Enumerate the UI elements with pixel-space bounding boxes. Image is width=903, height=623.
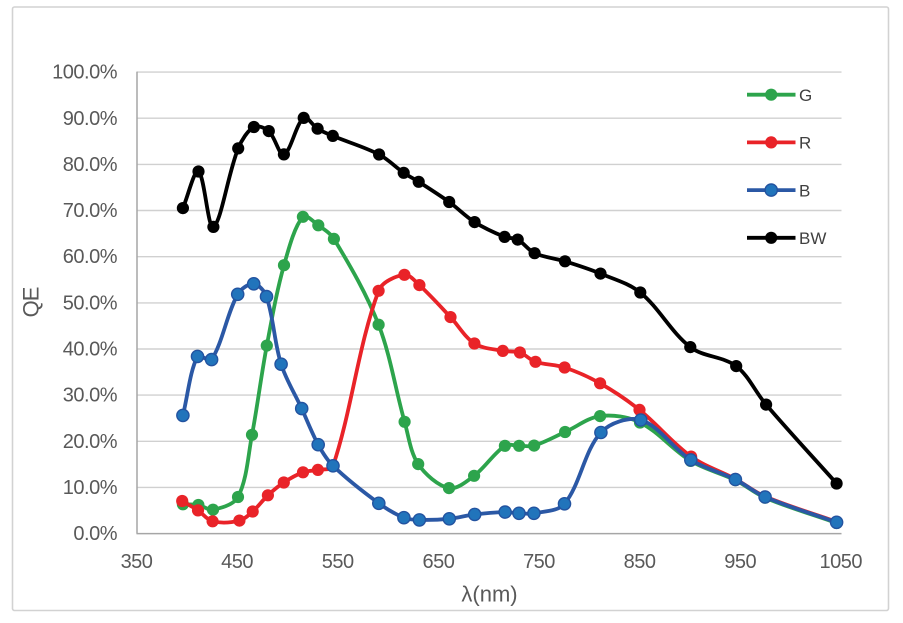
svg-text:QE: QE bbox=[19, 287, 44, 317]
svg-text:450: 450 bbox=[221, 551, 253, 573]
svg-text:950: 950 bbox=[724, 551, 756, 573]
svg-text:80.0%: 80.0% bbox=[63, 154, 118, 176]
svg-text:1050: 1050 bbox=[820, 551, 863, 573]
svg-text:0.0%: 0.0% bbox=[73, 523, 117, 545]
svg-text:B: B bbox=[799, 181, 810, 200]
svg-text:30.0%: 30.0% bbox=[63, 385, 118, 407]
svg-text:750: 750 bbox=[523, 551, 555, 573]
svg-text:650: 650 bbox=[422, 551, 454, 573]
svg-text:70.0%: 70.0% bbox=[63, 200, 118, 222]
svg-text:50.0%: 50.0% bbox=[63, 292, 118, 314]
svg-text:G: G bbox=[799, 86, 812, 105]
svg-text:BW: BW bbox=[799, 229, 826, 248]
svg-text:λ(nm): λ(nm) bbox=[461, 581, 517, 606]
svg-text:550: 550 bbox=[322, 551, 354, 573]
svg-text:850: 850 bbox=[624, 551, 656, 573]
svg-text:90.0%: 90.0% bbox=[63, 108, 118, 130]
svg-text:100.0%: 100.0% bbox=[52, 62, 118, 84]
svg-text:20.0%: 20.0% bbox=[63, 431, 118, 453]
svg-text:10.0%: 10.0% bbox=[63, 477, 118, 499]
svg-text:350: 350 bbox=[121, 551, 153, 573]
svg-text:R: R bbox=[799, 134, 811, 153]
svg-text:60.0%: 60.0% bbox=[63, 246, 118, 268]
svg-text:40.0%: 40.0% bbox=[63, 339, 118, 361]
